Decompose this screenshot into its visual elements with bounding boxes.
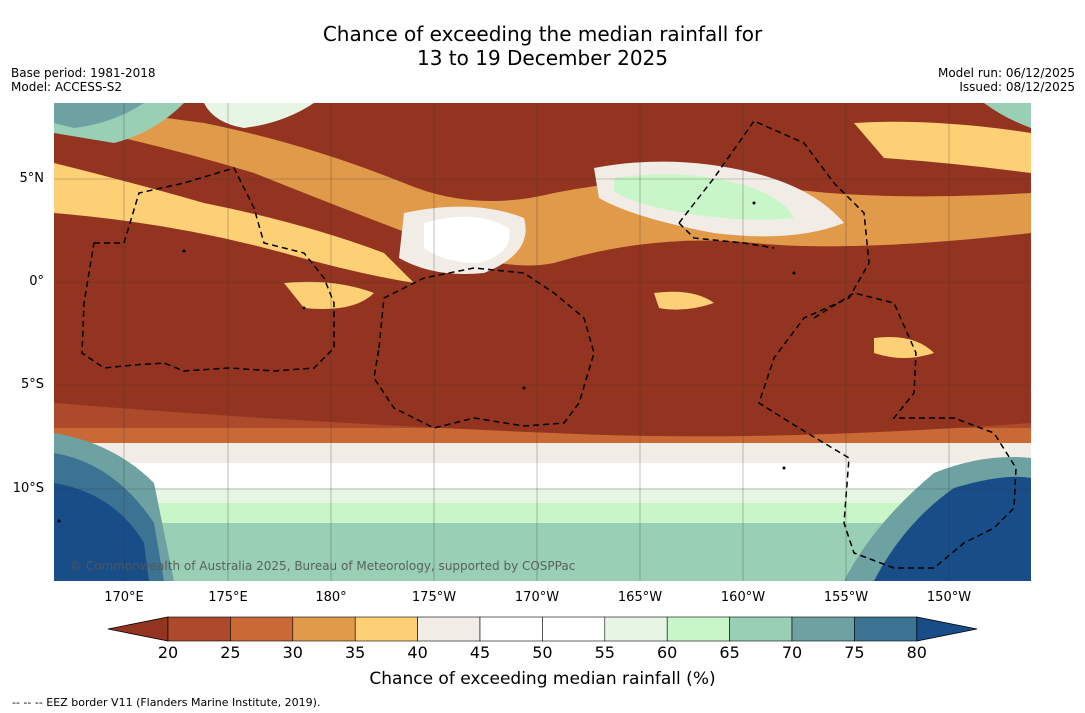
graticule [54,103,1031,581]
colorbar-segment [292,616,356,642]
issued-date: Issued: 08/12/2025 [959,80,1075,94]
colorbar-tick-label: 50 [532,643,553,662]
colorbar-arrow-high [916,616,978,642]
lon-label-180: 180° [315,590,347,605]
colorbar-segment [479,616,543,642]
lon-label-155w: 155°W [823,590,869,605]
colorbar-segment [167,616,231,642]
colorbar-segment [604,616,668,642]
colorbar-segment [854,616,918,642]
colorbar [107,616,978,642]
lon-label-165w: 165°W [617,590,663,605]
rainfall-map [54,103,1031,581]
map-title-line1: Chance of exceeding the median rainfall … [322,22,763,46]
colorbar-tick-label: 20 [157,643,179,662]
colorbar-tick-label: 55 [594,643,615,662]
colorbar-tick-label: 70 [781,643,803,662]
colorbar-segment [729,616,793,642]
model-name: Model: ACCESS-S2 [11,80,123,94]
lat-label-5n: 5°N [19,171,45,186]
base-period: Base period: 1981-2018 [11,66,156,80]
copyright-notice: © Commonwealth of Australia 2025, Bureau… [70,559,576,573]
colorbar-segment [417,616,481,642]
colorbar-segment [354,616,418,642]
colorbar-tick-label: 65 [719,643,740,662]
colorbar-tick-label: 80 [906,643,927,662]
colorbar-segment [791,616,855,642]
lat-label-5s: 5°S [20,377,44,392]
colorbar-tick-label: 60 [657,643,678,662]
colorbar-tick-label: 75 [844,643,865,662]
colorbar-tick-label: 45 [469,643,491,662]
lon-label-170e: 170°E [104,590,144,605]
colorbar-tick-label: 35 [345,643,366,662]
colorbar-tick-label: 25 [220,643,241,662]
lon-label-175e: 175°E [208,590,248,605]
eez-borders [81,120,1017,569]
lon-label-150w: 150°W [926,590,972,605]
colorbar-segment [542,616,606,642]
eez-footnote: -- -- -- EEZ border V11 (Flanders Marine… [12,696,321,709]
colorbar-tick-label: 40 [407,643,428,662]
colorbar-segment [230,616,294,642]
colorbar-segment [666,616,730,642]
lat-label-0: 0° [29,274,44,289]
lon-label-160w: 160°W [720,590,766,605]
lat-label-10s: 10°S [12,481,44,496]
colorbar-title: Chance of exceeding median rainfall (%) [369,669,716,689]
model-run: Model run: 06/12/2025 [937,66,1075,80]
colorbar-arrow-low [107,616,169,642]
map-title-line2: 13 to 19 December 2025 [416,46,668,70]
colorbar-tick-label: 30 [282,643,303,662]
lon-label-175w: 175°W [411,590,457,605]
lon-label-170w: 170°W [514,590,560,605]
